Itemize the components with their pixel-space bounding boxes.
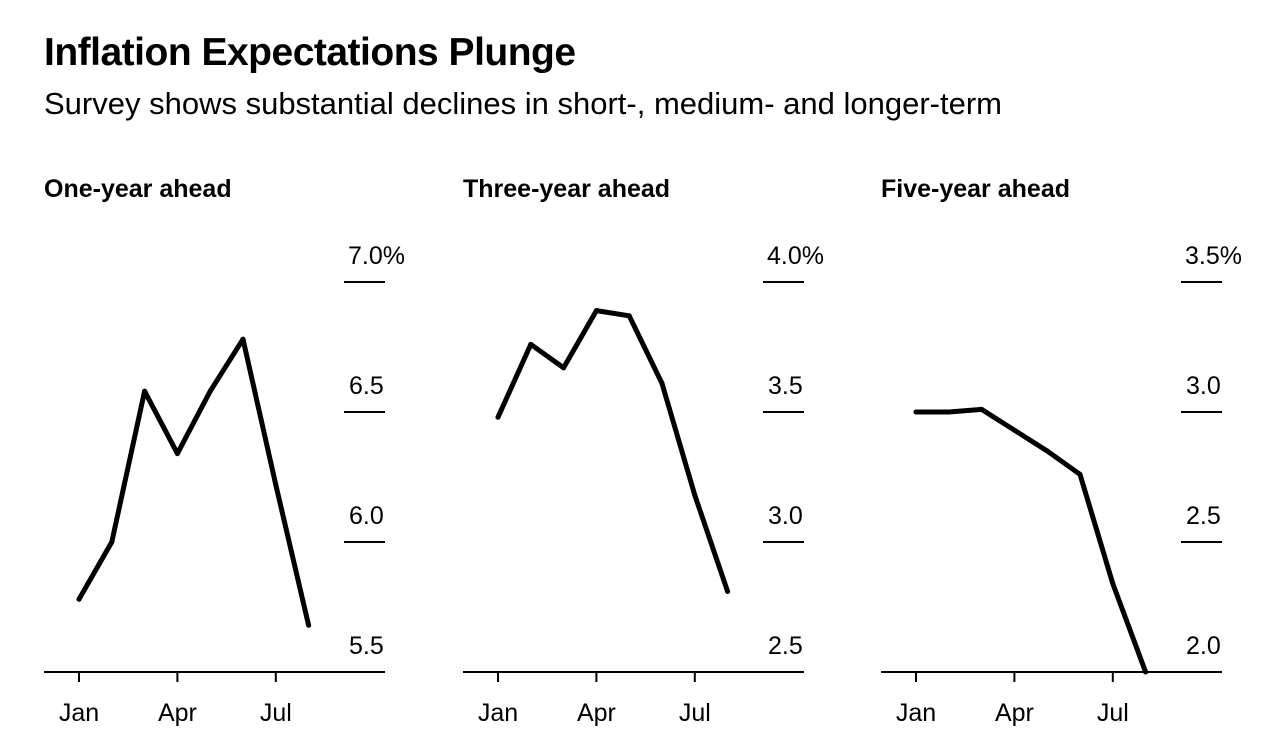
y-tick-label: 3.5% [1185, 242, 1242, 270]
data-point [979, 406, 985, 412]
y-tick-label: 7.0% [348, 242, 405, 270]
x-tick-label: Jul [1097, 699, 1129, 727]
y-tick-label: 3.0 [768, 502, 803, 530]
panel-title: Three-year ahead [463, 175, 670, 203]
data-point [626, 313, 632, 319]
y-tick-label: 3.5 [768, 372, 803, 400]
data-point [1110, 581, 1116, 587]
panel-title: One-year ahead [44, 175, 232, 203]
y-tick-label: 4.0% [767, 242, 824, 270]
series-line [76, 336, 312, 628]
data-point [561, 365, 567, 371]
data-point [142, 388, 148, 394]
x-tick-label: Jul [260, 699, 292, 727]
x-tick-label: Jan [59, 699, 99, 727]
panel-2: Three-year ahead 4.0% 3.5 3.0 2.5 Jan Apr Jul [463, 175, 824, 727]
data-point [207, 388, 213, 394]
data-point [273, 482, 279, 488]
data-point [946, 409, 952, 415]
data-point [1044, 448, 1050, 454]
y-tick-label: 6.5 [349, 372, 384, 400]
x-tick-label: Jan [896, 699, 936, 727]
panel-3: Five-year ahead 3.5% 3.0 2.5 2.0 Jan Apr Jul [881, 175, 1242, 727]
series-line [913, 406, 1149, 675]
chart-subtitle: Survey shows substantial declines in sho… [44, 86, 1002, 121]
y-tick-label: 2.0 [1186, 632, 1221, 660]
data-point [593, 308, 599, 314]
data-point [659, 380, 665, 386]
y-tick-label: 2.5 [768, 632, 803, 660]
y-tick-label: 6.0 [349, 502, 384, 530]
data-point [240, 336, 246, 342]
data-point [1077, 471, 1083, 477]
x-tick-label: Jan [478, 699, 518, 727]
panel-title: Five-year ahead [881, 175, 1070, 203]
data-point [913, 409, 919, 415]
y-tick-label: 2.5 [1186, 502, 1221, 530]
data-point [495, 414, 501, 420]
y-tick-label: 3.0 [1186, 372, 1221, 400]
data-point [528, 341, 534, 347]
data-point [306, 622, 312, 628]
x-tick-label: Jul [679, 699, 711, 727]
data-point [109, 539, 115, 545]
data-point [1011, 427, 1017, 433]
data-point [174, 451, 180, 457]
panel-1: One-year ahead 7.0% 6.5 6.0 5.5 Jan Apr Jul [44, 175, 405, 727]
chart-title: Inflation Expectations Plunge [44, 31, 576, 74]
data-point [725, 588, 731, 594]
x-tick-label: Apr [577, 699, 616, 727]
data-point [76, 596, 82, 602]
series-line [495, 308, 731, 594]
x-tick-label: Apr [158, 699, 197, 727]
data-point [692, 492, 698, 498]
x-tick-label: Apr [995, 699, 1034, 727]
y-tick-label: 5.5 [349, 632, 384, 660]
data-point [1143, 669, 1149, 675]
